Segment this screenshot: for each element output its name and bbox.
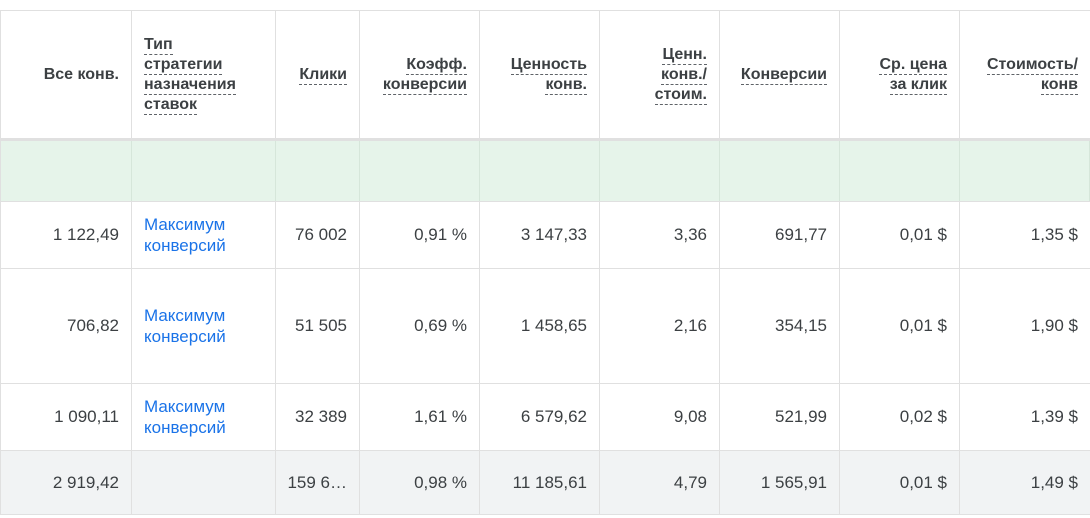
bid-strategy-link[interactable]: Максимум конверсий — [144, 306, 226, 346]
empty-cell — [840, 141, 960, 201]
total-value-per-cost: 4,79 — [600, 451, 720, 514]
cell-bid-strategy: Максимум конверсий — [132, 202, 276, 268]
header-value-per-cost[interactable]: Ценн. конв./ стоим. — [600, 11, 720, 138]
cell-conversions: 691,77 — [720, 202, 840, 268]
total-row: 2 919,42 159 6… 0,98 % 11 185,61 4,79 1 … — [0, 451, 1090, 515]
total-conversion-value: 11 185,61 — [480, 451, 600, 514]
total-bid-strategy — [132, 451, 276, 514]
header-avg-cpc-label: Ср. цена за клик — [879, 55, 947, 95]
bid-strategy-link[interactable]: Максимум конверсий — [144, 397, 226, 437]
header-conversions-label: Конверсии — [740, 65, 827, 85]
header-value-per-cost-label: Ценн. конв./ стоим. — [654, 45, 707, 105]
cell-conversion-value: 1 458,65 — [480, 269, 600, 383]
cell-clicks: 51 505 — [276, 269, 360, 383]
header-conversions-line: Конверсии — [740, 65, 827, 85]
header-conversion-value-label: Ценность конв. — [510, 55, 587, 95]
empty-cell — [0, 141, 132, 201]
header-clicks-label: Клики — [299, 65, 347, 85]
header-all-conversions[interactable]: Все конв. — [0, 11, 132, 138]
header-value-per-cost-line: Ценн. — [662, 45, 707, 65]
header-avg-cpc[interactable]: Ср. цена за клик — [840, 11, 960, 138]
header-all-conversions-label: Все конв. — [43, 65, 119, 83]
empty-cell — [960, 141, 1090, 201]
header-cost-per-conversion-label: Стоимость/ конв — [987, 55, 1078, 95]
header-bid-strategy-label: Тип стратегии назначения ставок — [144, 35, 236, 115]
header-cost-per-conversion[interactable]: Стоимость/ конв — [960, 11, 1090, 138]
highlighted-empty-row — [0, 141, 1090, 202]
bid-strategy-link[interactable]: Максимум конверсий — [144, 215, 226, 255]
header-cost-per-conversion-line: Стоимость/ — [987, 55, 1078, 75]
cell-bid-strategy: Максимум конверсий — [132, 384, 276, 450]
header-clicks[interactable]: Клики — [276, 11, 360, 138]
cell-avg-cpc: 0,01 $ — [840, 202, 960, 268]
cell-conversions: 521,99 — [720, 384, 840, 450]
table-header-row: Все конв. Тип стратегии назначения ставо… — [0, 11, 1090, 141]
cell-value-per-cost: 3,36 — [600, 202, 720, 268]
header-conversion-rate-line: Коэфф. — [406, 55, 467, 75]
empty-cell — [132, 141, 276, 201]
cell-all-conversions: 1 122,49 — [0, 202, 132, 268]
cell-avg-cpc: 0,02 $ — [840, 384, 960, 450]
table-row: 1 122,49 Максимум конверсий 76 002 0,91 … — [0, 202, 1090, 269]
cell-value-per-cost: 9,08 — [600, 384, 720, 450]
total-conversion-rate: 0,98 % — [360, 451, 480, 514]
header-conversion-value-line: Ценность — [510, 55, 587, 75]
header-conversions[interactable]: Конверсии — [720, 11, 840, 138]
header-bid-strategy-line: стратегии — [144, 55, 223, 75]
cell-conversion-rate: 0,91 % — [360, 202, 480, 268]
cell-all-conversions: 1 090,11 — [0, 384, 132, 450]
cell-conversion-rate: 1,61 % — [360, 384, 480, 450]
cell-conversion-value: 6 579,62 — [480, 384, 600, 450]
empty-cell — [720, 141, 840, 201]
header-clicks-line: Клики — [299, 65, 347, 85]
header-conversion-rate-line: конверсии — [382, 75, 467, 95]
total-avg-cpc: 0,01 $ — [840, 451, 960, 514]
header-conversion-value-line: конв. — [545, 75, 587, 95]
total-cost-per-conversion: 1,49 $ — [1030, 472, 1078, 492]
empty-cell — [600, 141, 720, 201]
header-conversion-rate[interactable]: Коэфф. конверсии — [360, 11, 480, 138]
empty-cell — [276, 141, 360, 201]
cell-conversions: 354,15 — [720, 269, 840, 383]
header-cost-per-conversion-line: конв — [1040, 75, 1078, 95]
cell-avg-cpc: 0,01 $ — [840, 269, 960, 383]
header-avg-cpc-line: Ср. цена — [879, 55, 947, 75]
total-conversions: 1 565,91 — [720, 451, 840, 514]
header-bid-strategy-line: Тип — [144, 35, 173, 55]
header-bid-strategy-line: ставок — [144, 95, 198, 115]
cell-clicks: 32 389 — [276, 384, 360, 450]
table-row: 706,82 Максимум конверсий 51 505 0,69 % … — [0, 269, 1090, 384]
header-bid-strategy-type[interactable]: Тип стратегии назначения ставок — [132, 11, 276, 138]
header-value-per-cost-line: стоим. — [654, 85, 707, 105]
cell-clicks: 76 002 — [276, 202, 360, 268]
empty-cell — [360, 141, 480, 201]
cell-all-conversions: 706,82 — [0, 269, 132, 383]
total-all-conversions: 2 919,42 — [0, 451, 132, 514]
header-avg-cpc-line: за клик — [889, 75, 947, 95]
campaign-table: Все конв. Тип стратегии назначения ставо… — [0, 10, 1090, 515]
cell-cost-per-conversion: 1,90 $ — [1030, 316, 1078, 335]
cell-bid-strategy: Максимум конверсий — [132, 269, 276, 383]
total-clicks: 159 6… — [276, 451, 360, 514]
cell-cost-per-conversion: 1,39 $ — [1030, 407, 1078, 426]
header-bid-strategy-line: назначения — [144, 75, 236, 95]
header-conversion-value[interactable]: Ценность конв. — [480, 11, 600, 138]
cell-conversion-rate: 0,69 % — [360, 269, 480, 383]
header-conversion-rate-label: Коэфф. конверсии — [382, 55, 467, 95]
header-value-per-cost-line: конв./ — [661, 65, 707, 85]
table-row: 1 090,11 Максимум конверсий 32 389 1,61 … — [0, 384, 1090, 451]
cell-value-per-cost: 2,16 — [600, 269, 720, 383]
empty-cell — [480, 141, 600, 201]
cell-conversion-value: 3 147,33 — [480, 202, 600, 268]
cell-cost-per-conversion: 1,35 $ — [1030, 225, 1078, 244]
